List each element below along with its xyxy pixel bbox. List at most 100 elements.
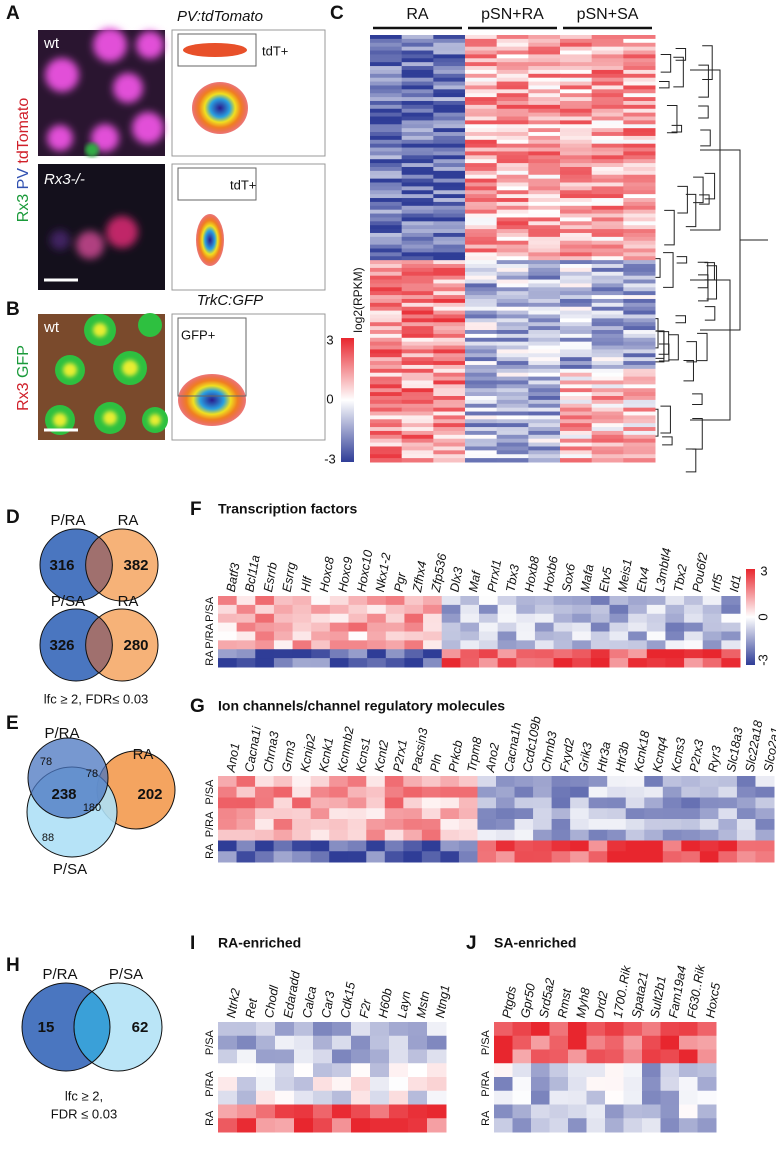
heatmap-cell xyxy=(623,306,656,312)
dendrogram-branch xyxy=(699,194,710,205)
heatmap-cell xyxy=(718,819,738,831)
heatmap-cell xyxy=(528,372,561,378)
heatmap-cell xyxy=(531,1022,550,1037)
gene-label: Pgr xyxy=(392,571,409,593)
heatmap-cell xyxy=(385,649,405,659)
heatmap-cell xyxy=(590,596,610,606)
heatmap-cell xyxy=(528,415,561,420)
heatmap-cell xyxy=(591,298,624,304)
heatmap-cell xyxy=(591,287,624,292)
heatmap-cell xyxy=(433,248,466,253)
heatmap-cell xyxy=(551,819,571,831)
heatmap-cell xyxy=(623,201,656,207)
heatmap-cell xyxy=(433,174,466,180)
heatmap-cell xyxy=(496,194,529,199)
heatmap-cell xyxy=(370,159,403,164)
heatmap-cell xyxy=(553,649,573,659)
heatmap-cell xyxy=(560,225,593,230)
heatmap-cell xyxy=(370,163,403,168)
heatmap-cell xyxy=(591,353,624,358)
heatmap-cell xyxy=(496,236,529,242)
heatmap-cell xyxy=(591,221,624,226)
heatmap-cell xyxy=(370,310,403,315)
heatmap-cell xyxy=(528,182,561,187)
heatmap-cell xyxy=(591,337,624,343)
heatmap-cell xyxy=(465,124,498,129)
heatmap-cell xyxy=(292,786,312,798)
set-label: P/RA xyxy=(50,512,85,529)
heatmap-cell xyxy=(623,302,656,308)
dendrogram-branch xyxy=(697,332,708,362)
heatmap-cell xyxy=(494,1077,513,1092)
heatmap-cell xyxy=(433,353,466,358)
heatmap-cell xyxy=(534,658,555,668)
heatmap-cell xyxy=(332,1049,352,1064)
heatmap-cell xyxy=(623,1022,643,1037)
heatmap-cell xyxy=(560,446,593,451)
heatmap-cell xyxy=(496,310,529,315)
heatmap-cell xyxy=(628,622,648,632)
heatmap-cell xyxy=(679,1090,698,1105)
heatmap-cell xyxy=(496,333,529,339)
heatmap-cell xyxy=(479,622,499,632)
heatmap-cell xyxy=(433,388,466,393)
heatmap-cell xyxy=(528,159,561,164)
heatmap-cell xyxy=(623,132,656,137)
heatmap-cell xyxy=(370,77,403,83)
heatmap-cell xyxy=(401,345,434,350)
heatmap-cell xyxy=(623,275,656,281)
heatmap-cell xyxy=(551,808,571,820)
heatmap-cell xyxy=(385,640,405,650)
heatmap-cell xyxy=(370,392,403,397)
heatmap-cell xyxy=(433,182,466,187)
heatmap-cell xyxy=(275,1118,295,1133)
heatmap-cell xyxy=(329,819,349,831)
heatmap-cell xyxy=(401,97,434,102)
heatmap-cell xyxy=(367,622,387,632)
heatmap-cell xyxy=(237,1104,257,1119)
heatmap-cell xyxy=(623,217,656,222)
gene-label: Srd5a2 xyxy=(537,977,558,1019)
heatmap-cell xyxy=(516,631,536,641)
heatmap-cell xyxy=(218,649,238,659)
heatmap-cell xyxy=(401,69,434,75)
heatmap-cell xyxy=(591,427,624,432)
heatmap-cell xyxy=(384,776,404,788)
heatmap-cell xyxy=(465,357,498,362)
heatmap-cell xyxy=(366,776,386,788)
heatmap-cell xyxy=(465,229,498,234)
heatmap-cell xyxy=(496,139,529,145)
heatmap-cell xyxy=(294,1118,314,1133)
heatmap-cell xyxy=(560,100,593,106)
heatmap-cell xyxy=(370,361,403,366)
heatmap-cell xyxy=(533,808,553,820)
heatmap-cell xyxy=(516,640,536,650)
heatmap-cell xyxy=(721,658,741,668)
heatmap-cell xyxy=(497,631,517,641)
heatmap-cell xyxy=(702,631,722,641)
heatmap-cell xyxy=(401,66,434,71)
heatmap-cell xyxy=(370,450,403,455)
heatmap-cell xyxy=(332,1035,352,1050)
heatmap-cell xyxy=(721,613,741,624)
heatmap-cell xyxy=(528,438,561,444)
heatmap-cell xyxy=(347,829,367,841)
heatmap-cell xyxy=(255,819,275,831)
heatmap-cell xyxy=(560,147,593,152)
gene-label: Ntrk2 xyxy=(224,987,243,1019)
heatmap-cell xyxy=(533,840,553,852)
heatmap-cell xyxy=(528,50,561,55)
heatmap-cell xyxy=(623,77,656,83)
heatmap-cell xyxy=(560,201,593,207)
heatmap-cell xyxy=(433,271,466,277)
heatmap-cell xyxy=(560,442,593,447)
heatmap-cell xyxy=(560,353,593,358)
heatmap-cell xyxy=(401,423,434,428)
heatmap-cell xyxy=(465,275,498,281)
heatmap-cell xyxy=(623,345,656,350)
gene-label: Ryr3 xyxy=(706,745,724,773)
heatmap-cell xyxy=(560,217,593,222)
heatmap-cell xyxy=(642,1077,661,1092)
heatmap-cell xyxy=(496,264,529,269)
heatmap-cell xyxy=(528,120,561,125)
